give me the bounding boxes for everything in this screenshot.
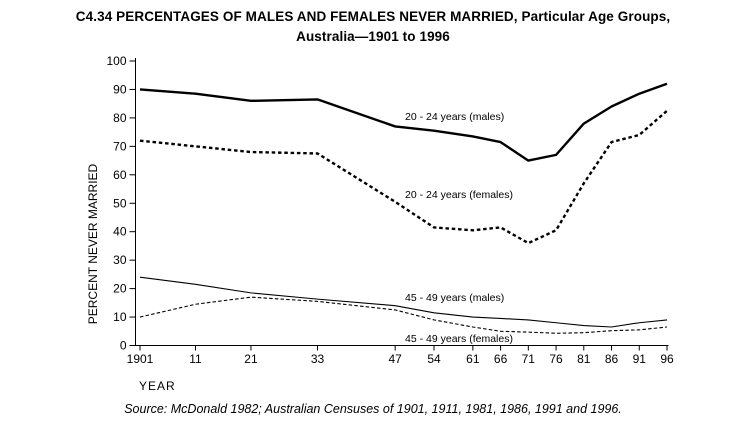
y-tick-label: 20 [113,282,127,296]
series-label-45-49-years-males: 45 - 49 years (males) [405,292,504,304]
x-tick-label: 11 [189,352,202,366]
y-tick-label: 100 [106,54,126,68]
x-tick-label: 47 [388,352,402,366]
y-tick-label: 30 [113,253,127,267]
x-tick-label: 61 [466,352,480,366]
y-tick-label: 80 [113,111,127,125]
series-line-20-24-years-females [139,109,668,245]
series-label-20-24-years-females: 20 - 24 years (females) [405,189,513,201]
y-tick-label: 10 [113,310,127,324]
y-tick-label: 0 [120,339,127,353]
x-tick-label: 1901 [127,352,154,366]
x-tick-label: 71 [522,352,536,366]
x-tick-label: 66 [494,352,508,366]
x-tick-label: 91 [633,352,647,366]
y-axis-title: PERCENT NEVER MARRIED [86,163,100,324]
x-tick-label: 76 [549,352,563,366]
y-tick-label: 90 [113,82,127,96]
x-tick-label: 54 [427,352,441,366]
chart-title-line1: C4.34 PERCENTAGES OF MALES AND FEMALES N… [75,9,671,24]
y-tick-label: 40 [113,225,127,239]
y-tick-label: 50 [113,196,127,210]
y-tick-label: 70 [113,139,127,153]
x-tick-label: 96 [660,352,674,366]
series-line-20-24-years-males [139,82,668,162]
x-tick-label: 86 [605,352,619,366]
x-tick-label: 81 [577,352,591,366]
series-label-45-49-years-females: 45 - 49 years (females) [405,333,513,345]
source-note: Source: McDonald 1982; Australian Census… [124,402,622,416]
x-tick-label: 21 [244,352,258,366]
chart-title: C4.34 PERCENTAGES OF MALES AND FEMALES N… [0,7,746,46]
y-tick-label: 60 [113,168,127,182]
x-tick-label: 33 [311,352,325,366]
series-line-45-49-years-females [139,296,668,334]
x-axis-title: YEAR [139,379,176,393]
series-label-20-24-years-males: 20 - 24 years (males) [405,111,504,123]
chart-title-line2: Australia—1901 to 1996 [296,28,450,44]
series-line-45-49-years-males [139,276,668,328]
